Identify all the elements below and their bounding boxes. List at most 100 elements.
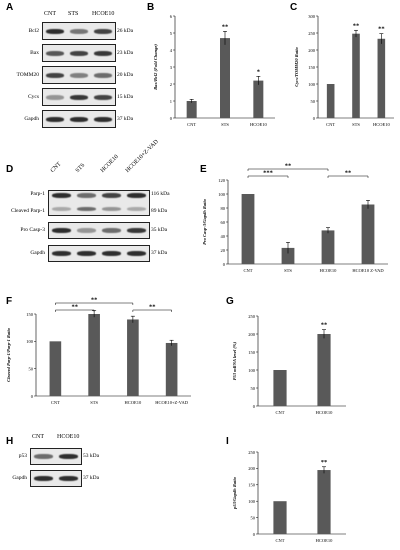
y-tick-label: 1 (170, 99, 172, 104)
blot-band (52, 228, 71, 233)
kda-label: 116 kDa (151, 191, 170, 197)
bar (352, 33, 360, 118)
y-axis-label: Cycs/TOMM20 Ratio (294, 46, 299, 86)
blot-band (45, 72, 65, 78)
lane-label: HCOE10 (100, 153, 121, 174)
lane-label: STS (68, 11, 79, 17)
category-label: CNT (187, 122, 196, 127)
y-tick-label: 300 (308, 14, 316, 19)
lane-label: CNT (32, 434, 44, 440)
category-label: HCOE10 (373, 122, 390, 127)
blot-row: p53 53 kDa (0, 448, 160, 466)
y-tick-label: 50 (251, 515, 256, 520)
blot-band (127, 207, 146, 211)
bar (88, 314, 100, 396)
lane-label: CNT (44, 11, 56, 17)
kda-label: 37 kDa (83, 475, 100, 481)
bar (253, 80, 264, 118)
y-tick-label: 4 (170, 48, 173, 53)
lane-label: STS (75, 162, 87, 174)
y-tick-label: 250 (308, 31, 316, 36)
blot-band (45, 94, 65, 100)
bar-chart-g: 0 50 100 150 200 250 P53 mRNA level (%) CNT HCOE… (232, 314, 346, 415)
significance-marker: ** (353, 22, 360, 29)
blot-membrane (42, 88, 116, 106)
protein-label: Bax (30, 49, 39, 56)
bar (377, 38, 386, 118)
protein-label: Bcl2 (28, 27, 39, 34)
y-tick-label: 50 (251, 386, 256, 391)
kda-label: 37 kDa (117, 115, 134, 122)
blot-membrane (42, 66, 116, 84)
blot-membrane (48, 190, 150, 216)
y-tick-label: 100 (248, 499, 256, 504)
category-label: HCOE10 (316, 538, 333, 543)
blot-membrane (42, 44, 116, 62)
category-label: CNT (326, 122, 335, 127)
y-tick-label: 50 (29, 366, 34, 371)
kda-label: 35 kDa (151, 227, 168, 233)
significance-marker: ** (285, 163, 292, 170)
category-label: CNT (244, 268, 253, 273)
kda-label: 53 kDa (83, 453, 100, 459)
y-tick-label: 5 (170, 31, 173, 36)
blot-band (127, 251, 146, 256)
y-tick-label: 60 (221, 220, 226, 225)
blot-band (77, 207, 96, 211)
protein-label: Cleaved Parp-1 (10, 208, 45, 214)
panel-label-c: C (290, 2, 298, 13)
y-tick-label: 0 (313, 116, 316, 121)
blot-membrane (42, 110, 116, 128)
y-tick-label: 6 (170, 14, 173, 19)
y-tick-label: 200 (248, 466, 256, 471)
blot-membrane (48, 245, 150, 262)
category-label: HCOE10+Z-VAD (155, 400, 188, 405)
bar (165, 342, 178, 396)
blot-band (52, 193, 71, 198)
panel-label-i: I (226, 436, 229, 447)
bar-chart-b: 0 1 2 3 4 5 6 Bax/Bcl2 (Fold Change) CNT STS ** HCO… (153, 14, 275, 127)
y-tick-label: 0 (170, 116, 173, 121)
kda-label: 37 kDa (151, 250, 168, 256)
bar (273, 501, 287, 534)
y-tick-label: 120 (218, 178, 226, 183)
protein-label: Gapdh (24, 115, 39, 122)
y-tick-label: 150 (308, 65, 316, 70)
blot-band (77, 251, 96, 256)
lane-label: HCOE10 (57, 434, 80, 440)
blot-row: Bcl2 26 kDa (0, 22, 145, 41)
western-blot-h: CNT HCOE10 p53 53 kDa Gapdh 37 kDa (0, 432, 160, 517)
blot-band (102, 207, 121, 211)
blot-row: Gapdh 37 kDa (0, 470, 160, 488)
y-tick-label: 250 (248, 450, 256, 455)
y-tick-label: 200 (308, 48, 316, 53)
blot-band (69, 94, 89, 100)
y-tick-label: 150 (248, 350, 256, 355)
bar (273, 370, 287, 406)
kda-label: 26 kDa (117, 27, 134, 34)
significance-marker: ** (91, 297, 98, 304)
bar-chart-c: 0 50 100 150 200 250 300 Cycs/TOMM20 Ratio CNT ST… (294, 14, 394, 127)
category-label: STS (284, 268, 292, 273)
blot-row: Cycs 15 kDa (0, 88, 145, 107)
significance-marker: * (257, 68, 260, 75)
lane-label: CNT (50, 161, 63, 174)
y-tick-label: 100 (308, 82, 316, 87)
y-axis-label: Bax/Bcl2 (Fold Change) (153, 44, 158, 91)
blot-band (127, 193, 146, 198)
y-axis-label: p53/Gapdh Ratio (232, 476, 237, 509)
bar-chart-e: 0 20 40 60 80 100 120 Pro Casp-3/Gapdh Ratio CNT… (202, 163, 388, 273)
bar (326, 84, 335, 118)
blot-band (127, 228, 146, 233)
western-blot-d: CNT STS HCOE10 HCOE10+Z-VAD Parp-1 Cleaved Pa… (0, 139, 195, 270)
y-tick-label: 2 (170, 82, 172, 87)
y-tick-label: 100 (218, 192, 226, 197)
category-label: STS (352, 122, 360, 127)
blot-band (59, 454, 78, 459)
protein-label: p53 (18, 453, 27, 459)
y-axis-label: Pro Casp-3/Gapdh Ratio (202, 198, 207, 245)
significance-marker: ** (321, 322, 328, 329)
blot-row: TOMM20 20 kDa (0, 66, 145, 85)
protein-label: Pro Casp-3 (20, 227, 45, 233)
y-tick-label: 100 (26, 339, 34, 344)
